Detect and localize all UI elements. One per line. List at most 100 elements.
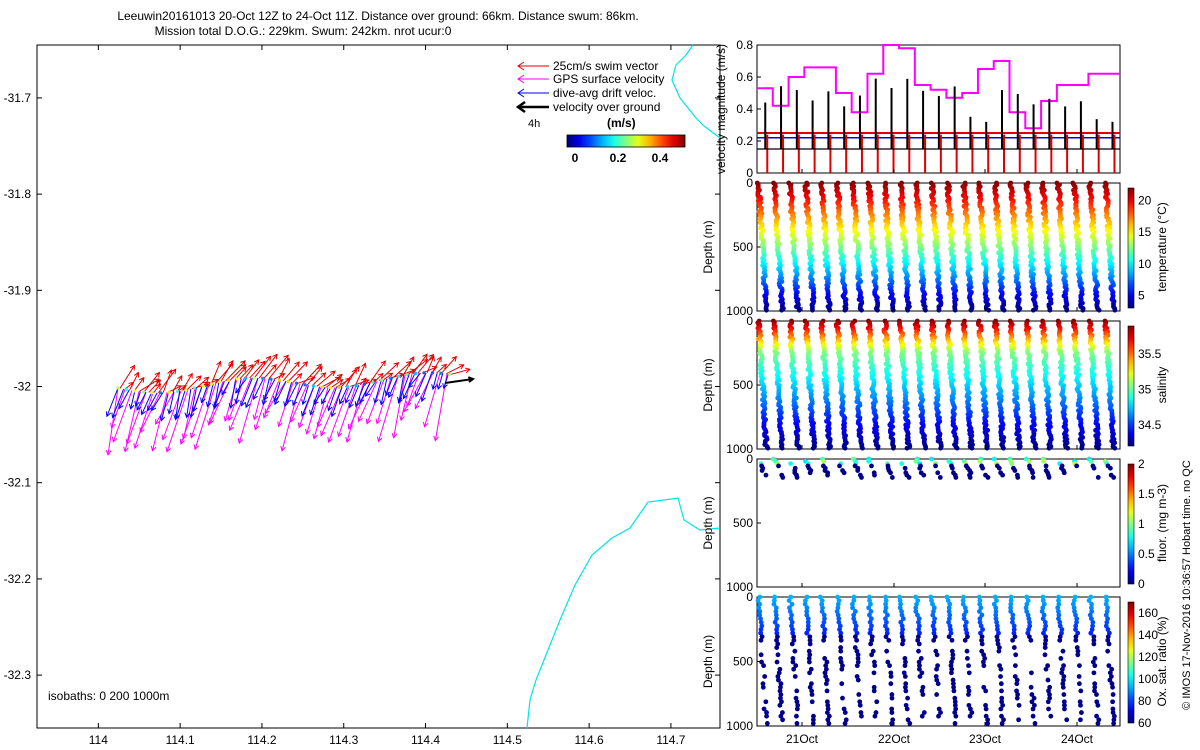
- swim-vector-arrow-head: [187, 372, 193, 379]
- fluor-y-tick-label: 0: [746, 452, 753, 466]
- drift-velocity-arrow: [190, 387, 197, 418]
- salinity-y-tick-label: 0: [746, 314, 753, 328]
- track-point: [405, 373, 409, 377]
- swim-vector-arrow-head: [129, 364, 136, 371]
- track-point: [124, 387, 129, 392]
- gps-velocity-arrow-head: [297, 422, 304, 429]
- oxygen-point: [907, 721, 913, 726]
- salinity-colorbar-tick: 35.5: [1138, 347, 1162, 361]
- oxygen-point: [792, 674, 798, 679]
- drift-velocity-arrow: [200, 384, 209, 403]
- swim-vector-arrow: [133, 377, 145, 392]
- swim-vector-arrow: [215, 363, 234, 384]
- salinity-point: [938, 445, 944, 451]
- oxygen-point: [936, 713, 941, 719]
- fluor-point: [872, 472, 877, 478]
- salinity-y-label: Depth (m): [701, 358, 715, 411]
- gps-velocity-arrow: [406, 372, 420, 407]
- oxygen-point: [1045, 677, 1051, 683]
- drift-velocity-arrow-head: [221, 389, 227, 396]
- temperature-colorbar-label: temperature (°C): [1155, 202, 1169, 292]
- oxygen-point: [951, 688, 957, 694]
- fluor-point: [921, 472, 927, 478]
- drift-velocity-arrow-head: [402, 393, 408, 400]
- gps-velocity-arrow-head: [110, 422, 116, 429]
- map-x-tick-label: 114: [89, 733, 108, 747]
- salinity-point: [1033, 445, 1039, 451]
- oxygen-point: [1032, 721, 1038, 726]
- salinity-point: [1065, 445, 1071, 451]
- gps-velocity-arrow-head: [365, 418, 372, 425]
- drift-velocity-arrow: [286, 383, 298, 403]
- gps-velocity-arrow-head: [391, 432, 398, 439]
- oxygen-point: [1094, 692, 1099, 697]
- swim-vector-arrow: [239, 364, 254, 380]
- oxygen-point: [903, 688, 909, 694]
- gps-velocity-arrow: [358, 381, 378, 422]
- velocity-y-label: velocity magnitude (m/s): [714, 44, 728, 174]
- fluor-point: [859, 475, 864, 480]
- oxygen-point: [1013, 652, 1019, 658]
- drift-velocity-arrow: [349, 384, 360, 408]
- track-point: [396, 374, 401, 378]
- oxygen-point: [823, 681, 829, 687]
- oxygen-point: [842, 721, 848, 726]
- swim-vector-arrow-head: [177, 374, 183, 381]
- fluor-point: [906, 475, 912, 480]
- drift-velocity-arrow-head: [373, 397, 379, 404]
- fluor-point: [937, 475, 943, 480]
- oxygen-point: [871, 688, 877, 694]
- oxygen-point: [874, 699, 880, 705]
- oxygen-point: [869, 652, 875, 658]
- drift-velocity-arrow-head: [442, 383, 448, 390]
- swim-vector-arrow: [446, 364, 465, 375]
- fluor-colorbar-tick: 0: [1138, 577, 1145, 591]
- oxygen-point: [1110, 699, 1116, 705]
- oxygen-point: [839, 681, 845, 687]
- oxygen-point: [1030, 713, 1036, 719]
- swim-vector-arrow: [253, 355, 272, 379]
- oxygen-point: [949, 637, 955, 643]
- time-tick-23oct: 23Oct: [969, 732, 1002, 746]
- fluor-colorbar-tick: 2: [1138, 457, 1145, 471]
- drift-velocity-arrow-head: [321, 398, 327, 405]
- swim-vector-arrow: [273, 373, 285, 380]
- gps-velocity-arrow-head: [150, 445, 157, 452]
- drift-velocity-arrow-head: [147, 405, 153, 412]
- fluor-point: [1061, 470, 1067, 476]
- colorbar-title: (m/s): [607, 116, 636, 130]
- gps-velocity-arrow-head: [105, 449, 112, 456]
- temperature-point: [1001, 307, 1007, 313]
- swim-vector-arrow: [244, 359, 260, 379]
- gps-velocity-arrow: [190, 384, 210, 438]
- oxygen-point: [842, 710, 848, 715]
- oxygen-point: [791, 666, 797, 672]
- map-x-tick-label: 114.7: [656, 733, 685, 747]
- oxygen-point: [889, 721, 895, 726]
- fluor-point: [1015, 475, 1021, 480]
- gps-velocity-arrow-head: [312, 433, 318, 440]
- gps-velocity-arrow-head: [316, 421, 322, 428]
- drift-velocity-arrow-head: [105, 411, 112, 418]
- fluor-point: [929, 456, 934, 462]
- temperature-point: [796, 307, 802, 313]
- swim-vector-arrow-head: [180, 385, 187, 391]
- swim-vector-arrow: [369, 360, 386, 384]
- drift-velocity-arrow: [292, 384, 304, 406]
- swim-vector-arrow-head: [317, 366, 323, 372]
- drift-velocity-arrow: [245, 377, 259, 408]
- drift-velocity-arrow-head: [244, 402, 251, 409]
- gps-velocity-arrow: [393, 374, 406, 438]
- oxygen-point: [900, 641, 905, 647]
- salinity-point: [810, 445, 816, 451]
- track-point: [439, 371, 443, 375]
- oxygen-point: [1014, 695, 1020, 701]
- oxygen-point: [824, 688, 830, 694]
- swim-vector-arrow: [292, 373, 303, 383]
- swim-vector-arrow-head: [464, 367, 471, 374]
- oxygen-point: [979, 641, 985, 647]
- oxygen-point: [999, 688, 1004, 694]
- map-y-axis: -31.7-31.8-31.9-32-32.1-32.2-32.3: [4, 91, 720, 682]
- oxygen-point: [905, 695, 910, 701]
- map-x-tick-label: 114.6: [575, 733, 604, 747]
